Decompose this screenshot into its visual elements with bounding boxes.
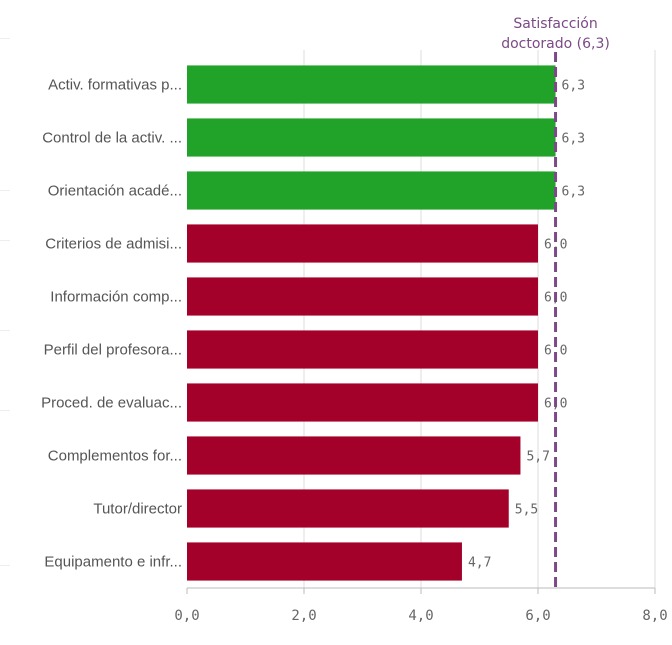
category-label: Equipamento e infr... [44,554,182,571]
x-tick-label: 4,0 [408,608,433,624]
category-label: Control de la activ. ... [42,130,182,147]
category-label: Activ. formativas p... [48,77,182,94]
bars [187,65,556,581]
edge-rule [0,410,10,411]
bar[interactable] [187,118,556,157]
bar[interactable] [187,383,538,422]
value-label: 6,3 [562,132,585,147]
category-label: Orientación acadé... [48,183,182,200]
category-label: Información comp... [50,289,182,306]
category-label: Perfil del profesora... [44,342,182,359]
x-tick-label: 2,0 [291,608,316,624]
value-label: 5,7 [526,450,549,465]
bar[interactable] [187,436,521,475]
edge-rule [0,330,10,331]
edge-rule [0,190,10,191]
value-label: 6,3 [562,185,585,200]
bar[interactable] [187,277,538,316]
bar[interactable] [187,542,462,581]
reference-line-label: doctorado (6,3) [501,36,610,52]
value-label: 5,5 [515,503,538,518]
bar[interactable] [187,65,556,104]
category-label: Complementos for... [48,448,182,465]
value-label: 6,3 [562,79,585,94]
reference-line-label: Satisfacción [513,16,597,32]
category-labels: Activ. formativas p... Control de la acti… [41,77,182,571]
value-label: 4,7 [468,556,491,571]
category-label: Criterios de admisi... [45,236,182,253]
bar[interactable] [187,171,556,210]
x-tick-label: 8,0 [642,608,667,624]
category-label: Proced. de evaluac... [41,395,182,412]
edge-rule [0,240,10,241]
edge-rule [0,565,10,566]
bar[interactable] [187,330,538,369]
value-label: 6,0 [544,344,567,359]
x-tick-label: 0,0 [174,608,199,624]
edge-rule [0,38,10,39]
category-label: Tutor/director [93,501,182,518]
bar[interactable] [187,224,538,263]
reference-line: Satisfacción doctorado (6,3) [501,16,610,588]
bar[interactable] [187,489,509,528]
x-tick-label: 6,0 [525,608,550,624]
value-label: 6,0 [544,238,567,253]
x-tick-labels: 0,0 2,0 4,0 6,0 8,0 [174,588,668,624]
